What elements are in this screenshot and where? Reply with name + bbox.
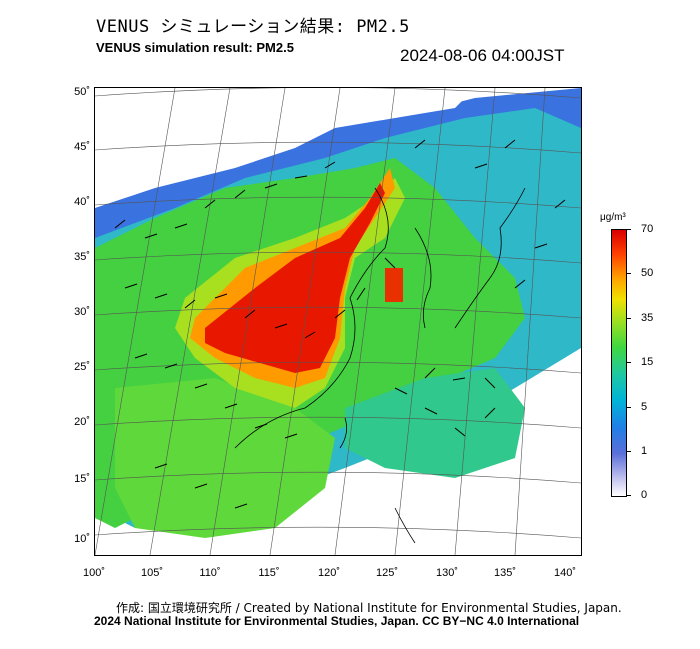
lat-tick-30: 30˚	[74, 306, 90, 318]
concentration-field	[95, 88, 581, 555]
colorbar-tickmark	[626, 318, 631, 319]
lon-tick-120: 120˚	[317, 567, 341, 579]
lon-tick-100: 100˚	[82, 567, 106, 579]
wind-vectors	[114, 139, 566, 509]
colorbar-tickmark	[626, 229, 631, 230]
colorbar-tickmark	[626, 495, 631, 496]
lon-tick-125: 125˚	[375, 567, 399, 579]
colorbar-tickmark	[626, 362, 631, 363]
lat-tick-10: 10˚	[74, 533, 90, 545]
colorbar-unit: μg/m³	[600, 212, 626, 223]
colorbar-tick-1: 1	[641, 445, 648, 457]
lon-tick-135: 135˚	[493, 567, 517, 579]
graticule	[95, 88, 581, 555]
colorbar-tick-70: 70	[641, 223, 654, 235]
colorbar-tick-35: 35	[641, 312, 654, 324]
credit-line-2: 2024 National Institute for Environmenta…	[94, 614, 580, 628]
lon-tick-115: 115˚	[258, 567, 280, 579]
coastlines	[234, 187, 526, 544]
credit-line-1: 作成: 国立環境研究所 / Created by National Instit…	[116, 601, 622, 615]
lon-tick-140: 140˚	[553, 567, 577, 579]
lat-tick-15: 15˚	[74, 473, 90, 485]
lon-tick-130: 130˚	[435, 567, 459, 579]
colorbar-tick-0: 0	[641, 489, 648, 501]
colorbar	[611, 229, 627, 497]
lat-tick-45: 45˚	[74, 141, 90, 153]
timestamp: 2024-08-06 04:00JST	[400, 46, 565, 65]
colorbar-tickmark	[626, 273, 631, 274]
lat-tick-20: 20˚	[74, 416, 90, 428]
colorbar-tickmark	[626, 451, 631, 452]
lon-tick-110: 110˚	[199, 567, 221, 579]
map-panel	[94, 87, 582, 556]
colorbar-tick-50: 50	[641, 267, 654, 279]
colorbar-tick-15: 15	[641, 356, 654, 368]
title-en: VENUS simulation result: PM2.5	[96, 40, 294, 55]
lat-tick-50: 50˚	[74, 86, 90, 98]
lat-tick-40: 40˚	[74, 196, 90, 208]
colorbar-tickmark	[626, 407, 631, 408]
title-jp: VENUS シミュレーション結果: PM2.5	[96, 17, 410, 37]
lat-tick-35: 35˚	[74, 251, 90, 263]
pm25-map	[95, 88, 581, 555]
lon-tick-105: 105˚	[140, 567, 164, 579]
lat-tick-25: 25˚	[74, 361, 90, 373]
colorbar-tick-5: 5	[641, 401, 648, 413]
